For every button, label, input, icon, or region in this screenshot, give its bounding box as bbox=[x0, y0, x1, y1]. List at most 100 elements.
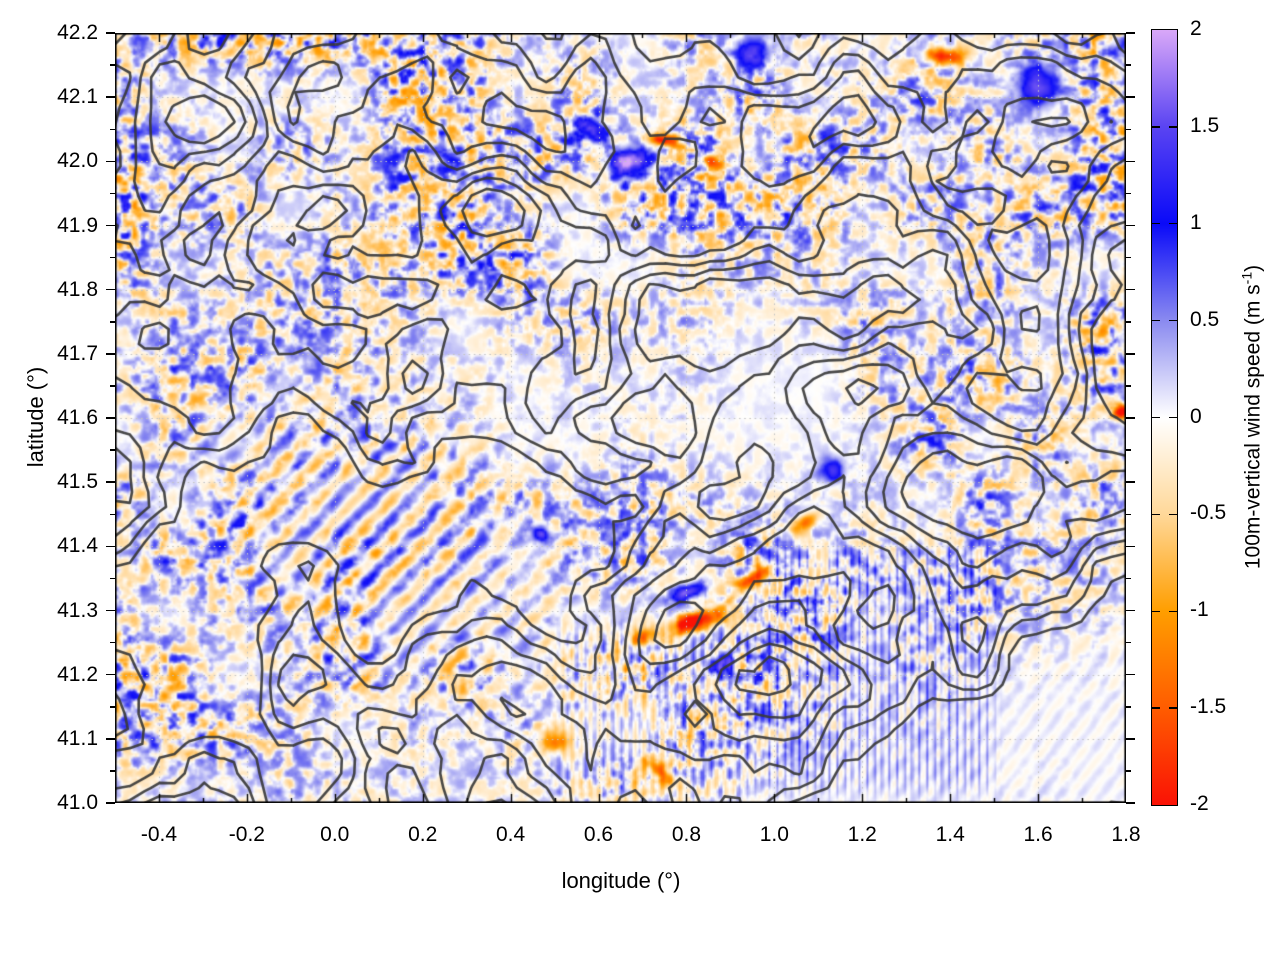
colorbar-tick bbox=[1152, 610, 1160, 612]
x-axis-tick-label: -0.4 bbox=[140, 823, 178, 846]
y-axis-tick bbox=[1126, 288, 1135, 291]
y-axis-tick bbox=[1126, 513, 1131, 515]
y-axis-tick bbox=[106, 609, 115, 612]
y-axis-tick bbox=[1126, 802, 1135, 804]
y-axis-tick bbox=[1126, 577, 1131, 580]
colorbar-title: 100m-vertical wind speed (m s-1) bbox=[1239, 265, 1266, 569]
colorbar-tick bbox=[1169, 707, 1177, 709]
colorbar-tick-label: 1.5 bbox=[1190, 113, 1220, 137]
y-axis-tick bbox=[106, 545, 115, 548]
y-axis-tick bbox=[1126, 224, 1135, 227]
colorbar-title-sup: -1 bbox=[1238, 271, 1255, 285]
y-axis-tick bbox=[1126, 738, 1135, 740]
x-axis-tick-label: 0.2 bbox=[408, 823, 438, 846]
y-axis-tick bbox=[1126, 545, 1135, 548]
x-axis-tick-label: 0.4 bbox=[495, 823, 526, 846]
colorbar bbox=[1151, 29, 1178, 806]
y-axis-tick-label: 42.2 bbox=[57, 21, 98, 44]
y-axis-tick bbox=[110, 449, 115, 451]
y-axis-tick-label: 41.7 bbox=[57, 341, 98, 365]
y-axis-tick bbox=[110, 128, 115, 130]
y-axis-tick-label: 41.5 bbox=[57, 470, 98, 494]
colorbar-tick bbox=[1152, 223, 1160, 225]
y-axis-tick bbox=[110, 577, 115, 580]
colorbar-tick-label: -0.5 bbox=[1190, 501, 1227, 525]
y-axis-tick bbox=[1126, 449, 1131, 451]
y-axis-tick bbox=[1126, 481, 1135, 483]
y-axis-tick-label: 41.1 bbox=[57, 726, 98, 750]
y-axis-tick bbox=[110, 513, 115, 515]
y-axis-tick bbox=[106, 32, 115, 34]
y-axis-tick-label: 41.4 bbox=[57, 534, 98, 558]
colorbar-tick bbox=[1169, 319, 1177, 322]
y-axis-tick bbox=[106, 738, 115, 740]
colorbar-tick bbox=[1169, 513, 1177, 516]
colorbar-tick bbox=[1169, 223, 1177, 225]
y-axis-tick-label: 42.1 bbox=[57, 85, 98, 109]
y-axis-tick-label: 41.8 bbox=[57, 277, 98, 301]
colorbar-tick-label: 2 bbox=[1190, 17, 1202, 40]
y-axis-tick bbox=[110, 385, 115, 387]
colorbar-title-text: 100m-vertical wind speed (m s bbox=[1241, 284, 1265, 570]
y-axis-tick bbox=[1126, 609, 1135, 612]
y-axis-tick bbox=[106, 160, 115, 163]
y-axis-tick bbox=[1126, 192, 1131, 195]
colorbar-tick bbox=[1152, 513, 1160, 516]
y-axis-tick bbox=[110, 192, 115, 195]
y-axis-tick-label: 42.0 bbox=[57, 149, 98, 173]
colorbar-tick bbox=[1152, 707, 1160, 709]
colorbar-tick-label: -2 bbox=[1190, 792, 1209, 815]
colorbar-tick bbox=[1152, 126, 1160, 128]
y-axis-tick bbox=[1126, 353, 1135, 355]
y-axis-tick bbox=[1126, 32, 1135, 34]
y-axis-tick bbox=[106, 353, 115, 355]
colorbar-tick bbox=[1169, 610, 1177, 612]
y-axis-tick bbox=[110, 64, 115, 66]
y-axis-tick-label: 41.9 bbox=[57, 213, 98, 237]
colorbar-tick bbox=[1169, 416, 1177, 419]
x-axis-tick-label: 0.8 bbox=[671, 823, 702, 846]
y-axis-tick bbox=[110, 321, 115, 323]
x-axis-tick-label: 1.6 bbox=[1023, 823, 1053, 846]
x-axis-tick-label: -0.2 bbox=[228, 823, 265, 846]
y-axis-tick bbox=[106, 673, 115, 676]
x-axis-title: longitude (°) bbox=[561, 868, 681, 893]
y-axis-tick bbox=[1126, 385, 1131, 387]
x-axis-tick-label: 0.6 bbox=[583, 823, 614, 846]
colorbar-tick-label: 1 bbox=[1190, 210, 1202, 234]
y-axis-tick bbox=[106, 224, 115, 227]
colorbar-tick bbox=[1152, 319, 1160, 322]
colorbar-tick-label: -1.5 bbox=[1190, 695, 1227, 719]
colorbar-tick-label: -1 bbox=[1190, 598, 1209, 622]
y-axis-tick bbox=[1126, 706, 1131, 708]
x-axis-tick-label: 1.8 bbox=[1111, 823, 1141, 846]
colorbar-title-close: ) bbox=[1241, 264, 1265, 272]
colorbar-tick bbox=[1152, 416, 1160, 419]
y-axis-tick bbox=[1126, 160, 1135, 163]
y-axis-tick bbox=[106, 481, 115, 483]
y-axis-tick bbox=[1126, 641, 1131, 644]
y-axis-tick bbox=[1126, 417, 1135, 419]
y-axis-tick bbox=[1126, 64, 1131, 66]
y-axis-tick bbox=[106, 96, 115, 98]
y-axis-tick bbox=[110, 706, 115, 708]
y-axis-tick-label: 41.3 bbox=[57, 598, 98, 622]
y-axis-tick bbox=[106, 802, 115, 804]
colorbar-tick bbox=[1169, 126, 1177, 128]
y-axis-tick bbox=[1126, 96, 1135, 98]
y-axis-tick bbox=[106, 417, 115, 419]
heatmap-plot-canvas bbox=[115, 33, 1126, 803]
y-axis-tick-label: 41.6 bbox=[57, 406, 98, 429]
y-axis-tick bbox=[110, 770, 115, 772]
y-axis-tick bbox=[110, 256, 115, 259]
x-axis-tick-label: 1.0 bbox=[759, 823, 789, 846]
y-axis-tick bbox=[110, 641, 115, 644]
colorbar-tick-label: 0 bbox=[1190, 404, 1202, 428]
colorbar-tick-label: 0.5 bbox=[1190, 307, 1220, 331]
x-axis-tick-label: 1.2 bbox=[847, 823, 877, 846]
y-axis-tick-label: 41.2 bbox=[57, 662, 98, 686]
y-axis-tick bbox=[1126, 256, 1131, 259]
y-axis-tick bbox=[1126, 321, 1131, 323]
y-axis-tick bbox=[106, 288, 115, 291]
